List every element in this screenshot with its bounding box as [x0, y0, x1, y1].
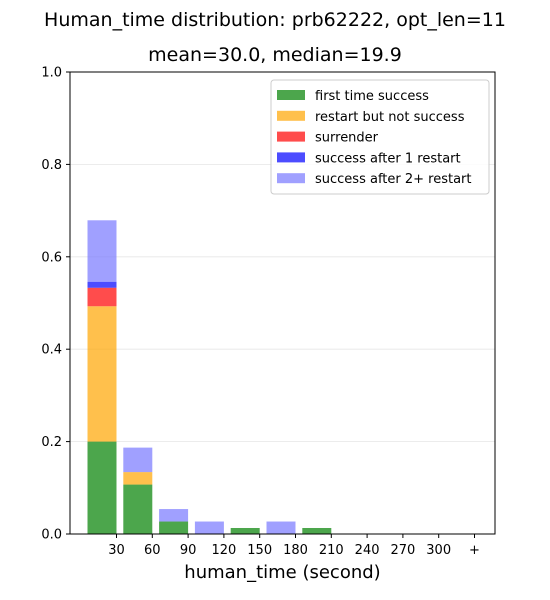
y-axis: 0.0 0.2 0.4 0.6 0.8 1.0 — [41, 66, 70, 543]
legend-box — [270, 79, 490, 195]
legend: first time success restart but not succes… — [270, 79, 490, 195]
bar-segment — [123, 484, 153, 534]
bar-segment — [159, 509, 189, 522]
legend-label: first time success — [315, 89, 429, 104]
legend-swatch — [277, 173, 305, 184]
y-tick-label: 0.6 — [41, 250, 62, 265]
legend-label: success after 1 restart — [315, 151, 461, 166]
bar-segment — [194, 521, 224, 534]
legend-label: surrender — [315, 131, 379, 146]
y-tick-label: 0.2 — [41, 435, 62, 450]
plot-frame — [69, 71, 496, 535]
bar-segment — [302, 527, 332, 534]
x-tick-label: + — [469, 543, 480, 558]
x-tick-label: 270 — [390, 543, 415, 558]
x-tick-label: 300 — [426, 543, 451, 558]
bar-segment — [87, 441, 117, 534]
bar-segment — [87, 287, 117, 307]
legend-swatch — [277, 152, 305, 163]
chart-subtitle: mean=30.0, median=19.9 — [148, 44, 402, 66]
x-tick-label: 150 — [247, 543, 272, 558]
y-tick-label: 0.8 — [41, 158, 62, 173]
bar-segment — [87, 281, 117, 288]
x-axis-label: human_time (second) — [184, 562, 380, 583]
legend-swatch — [277, 131, 305, 142]
x-tick-label: 90 — [180, 543, 197, 558]
x-tick-label: 30 — [108, 543, 125, 558]
gridlines — [70, 163, 495, 443]
legend-label: success after 2+ restart — [315, 172, 472, 187]
bars — [87, 220, 332, 534]
bar-segment — [230, 527, 260, 534]
y-tick-label: 1.0 — [41, 66, 62, 81]
x-axis: 30 60 90 120 150 180 210 240 270 300 + — [108, 534, 480, 558]
bar-segment — [266, 521, 296, 534]
y-tick-label: 0.0 — [41, 528, 62, 543]
bar-segment — [123, 472, 153, 485]
x-tick-label: 120 — [211, 543, 236, 558]
x-tick-label: 180 — [283, 543, 308, 558]
legend-label: restart but not success — [315, 110, 465, 125]
x-tick-label: 60 — [144, 543, 161, 558]
x-tick-label: 210 — [319, 543, 344, 558]
legend-swatch — [277, 110, 305, 121]
legend-swatch — [277, 90, 305, 100]
bar-segment — [159, 521, 189, 534]
bar-segment — [87, 220, 117, 282]
x-tick-label: 240 — [355, 543, 380, 558]
y-tick-label: 0.4 — [41, 343, 62, 358]
bar-segment — [123, 447, 153, 473]
bar-segment — [87, 306, 117, 442]
chart-title: Human_time distribution: prb62222, opt_l… — [44, 9, 506, 31]
